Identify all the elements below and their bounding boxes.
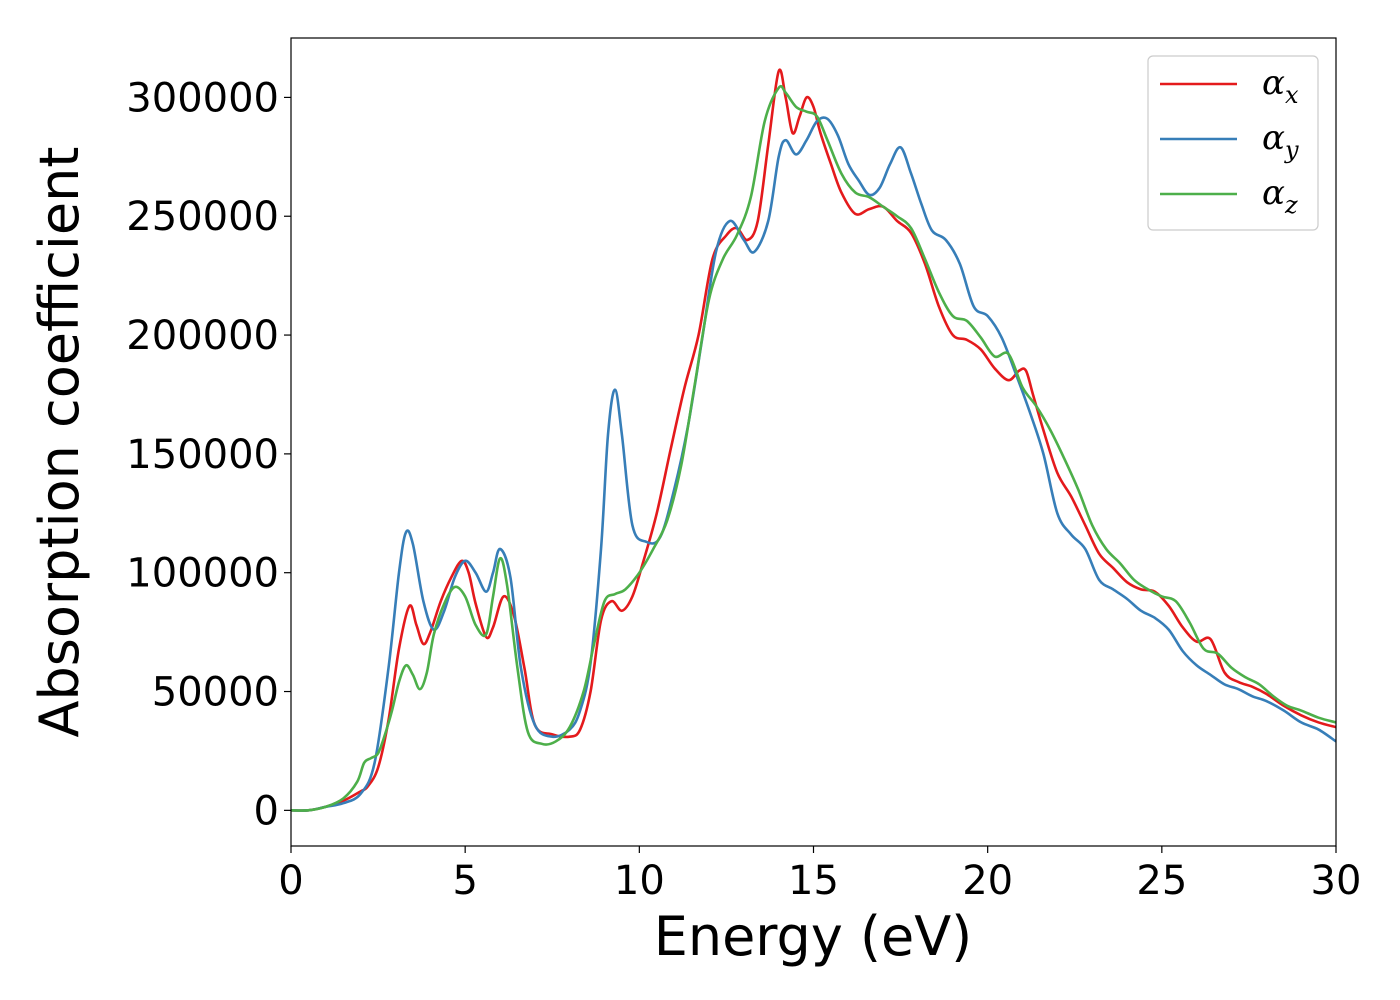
x-tick-label: 0 [278,858,303,904]
y-tick-label: 250000 [126,194,279,240]
series-line-alpha-y [291,116,1336,812]
y-tick-label: 150000 [126,432,279,478]
series-line-alpha-x [291,68,1336,812]
plot-area [291,68,1336,812]
series-line-alpha-z [291,84,1336,812]
x-tick-label: 15 [788,858,839,904]
y-tick-label: 300000 [126,75,279,121]
x-axis-title: Energy (eV) [654,905,973,968]
x-tick-label: 20 [962,858,1013,904]
plot-frame [290,37,1337,847]
y-tick-label: 100000 [126,551,279,597]
legend-label-alpha-z: αz [1262,173,1298,219]
y-tick-label: 200000 [126,313,279,359]
legend-frame [1147,55,1319,231]
x-tick-label: 30 [1311,858,1362,904]
y-axis-title: Absorption coefficient [28,147,91,738]
y-tick-label: 50000 [152,670,279,716]
x-tick-label: 5 [452,858,477,904]
x-tick-label: 10 [614,858,665,904]
x-axis-ticks: 0 5 10 15 20 25 30 [278,846,1361,904]
y-tick-label: 0 [254,788,279,834]
x-tick-label: 25 [1136,858,1187,904]
y-axis-ticks: 0 50000 100000 150000 200000 250000 300000 [126,75,291,834]
